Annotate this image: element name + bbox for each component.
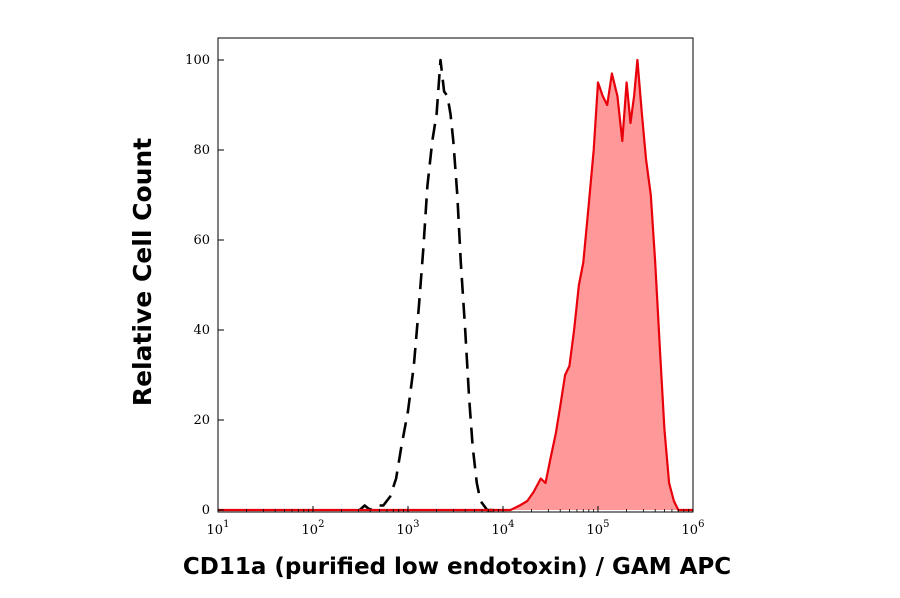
y-tick-label: 60 — [193, 233, 210, 248]
y-tick-label: 80 — [193, 143, 210, 158]
x-axis-title: CD11a (purified low endotoxin) / GAM APC — [183, 554, 731, 580]
y-tick-label: 40 — [193, 323, 210, 338]
x-tick-label: 103 — [397, 519, 420, 538]
series-0-line — [358, 58, 494, 512]
y-axis-title: Relative Cell Count — [128, 138, 157, 406]
series-layer — [218, 58, 693, 512]
series-1-line — [218, 58, 693, 512]
series-1-area — [218, 60, 693, 510]
y-tick-label: 20 — [193, 413, 210, 428]
x-tick-label: 101 — [207, 519, 230, 538]
y-tick-label: 100 — [185, 53, 210, 68]
x-tick-label: 106 — [682, 519, 705, 538]
plot-frame — [217, 37, 694, 513]
x-tick-label: 102 — [302, 519, 325, 538]
y-tick-label: 0 — [202, 503, 210, 518]
x-tick-label: 105 — [587, 519, 610, 538]
x-tick-label: 104 — [492, 519, 515, 538]
